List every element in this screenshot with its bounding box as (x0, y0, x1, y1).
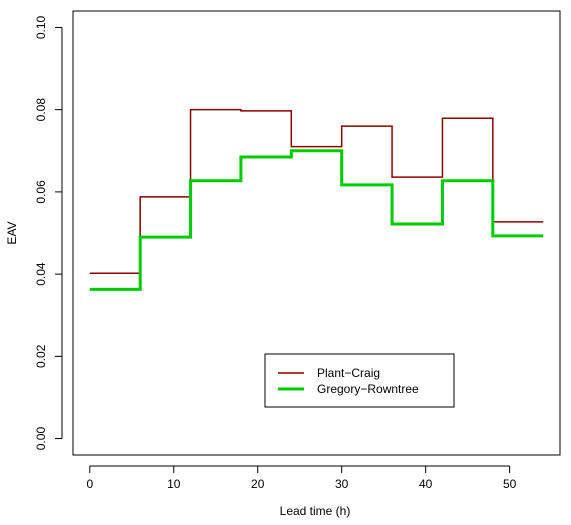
legend-label: Gregory−Rowntree (317, 382, 419, 396)
legend-box (264, 353, 455, 408)
x-tick-label: 20 (251, 477, 265, 491)
y-tick-label: 0.08 (34, 98, 48, 122)
series-layer (89, 108, 544, 291)
y-axis-label: EAV (5, 221, 19, 244)
x-tick-label: 0 (86, 477, 93, 491)
series-line-0 (89, 108, 544, 275)
x-tick-label: 10 (167, 477, 181, 491)
x-tick-label: 50 (503, 477, 517, 491)
series-line-1 (89, 149, 544, 291)
x-tick-label: 40 (419, 477, 433, 491)
y-tick-label: 0.00 (34, 427, 48, 451)
y-axis: 0.00 0.02 0.04 0.06 0.08 0.10 (34, 15, 63, 451)
legend: Plant−Craig Gregory−Rowntree (264, 353, 455, 408)
legend-label: Plant−Craig (317, 366, 380, 380)
legend-items: Plant−Craig Gregory−Rowntree (278, 366, 419, 396)
x-axis: 0 10 20 30 40 50 (86, 465, 517, 491)
plot-box (72, 10, 561, 456)
x-axis-label: Lead time (h) (280, 504, 351, 518)
y-tick-label: 0.04 (34, 262, 48, 286)
y-tick-label: 0.06 (34, 180, 48, 204)
x-tick-label: 30 (335, 477, 349, 491)
y-tick-label: 0.10 (34, 15, 48, 39)
y-tick-label: 0.02 (34, 344, 48, 368)
